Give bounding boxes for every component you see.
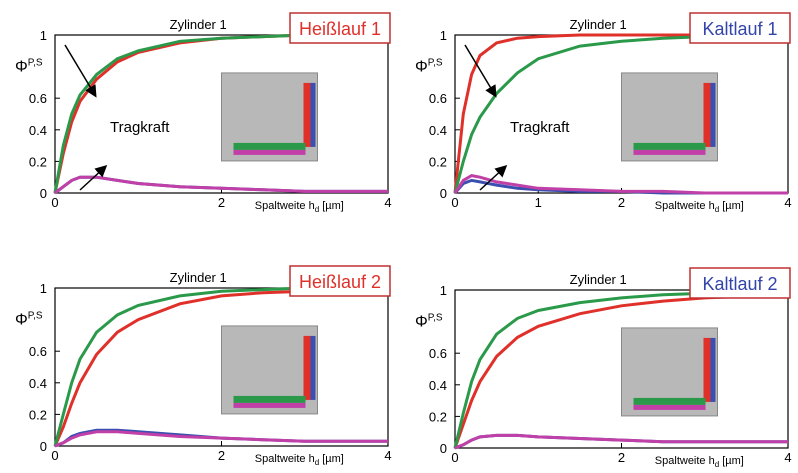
arrow (65, 45, 95, 95)
y-label-sup: P,S (428, 58, 443, 69)
y-tick-label: 0 (40, 439, 47, 454)
label-box: Kaltlauf 2 (690, 268, 790, 298)
x-label-unit: [µm] (322, 453, 344, 465)
y-axis-label: ΦP,S (15, 58, 43, 76)
y-tick-label: 0.6 (29, 344, 47, 359)
x-label-sub: d (315, 205, 319, 214)
inset-bar (304, 336, 311, 400)
chart-title: Zylinder 1 (170, 17, 227, 32)
x-label-sub: d (315, 458, 319, 467)
series-line (455, 176, 788, 193)
x-tick-label: 0 (51, 195, 58, 210)
inset-bar (634, 405, 706, 410)
y-tick-label: 0.6 (429, 346, 447, 361)
x-axis-label: Spaltweite hd[µm] (655, 200, 744, 214)
x-tick-label: 2 (218, 448, 225, 463)
y-tick-label: 0.6 (429, 91, 447, 106)
y-tick-label: 0.4 (429, 378, 447, 393)
chart-title: Zylinder 1 (570, 17, 627, 32)
y-label-main: Φ (15, 312, 28, 329)
x-tick-label: 4 (784, 195, 791, 210)
x-axis-label: Spaltweite hd[µm] (255, 200, 344, 214)
y-tick-label: 0.2 (29, 407, 47, 422)
y-tick-label: 0.2 (429, 154, 447, 169)
x-label-main: Spaltweite h (255, 200, 315, 212)
inset-bar (234, 150, 306, 155)
x-tick-label: 4 (384, 448, 391, 463)
inset-bar (711, 83, 716, 147)
y-tick-label: 0.4 (429, 123, 447, 138)
x-tick-label: 2 (618, 195, 625, 210)
panel-label: Heißlauf 2 (299, 272, 381, 292)
x-tick-label: 1 (535, 195, 542, 210)
x-label-sub: d (715, 460, 719, 469)
y-tick-label: 0.4 (29, 123, 47, 138)
annotation: Tragkraft (110, 119, 170, 136)
label-box: Heißlauf 1 (290, 13, 390, 43)
x-tick-label: 2 (218, 195, 225, 210)
y-tick-label: 0.2 (29, 154, 47, 169)
x-tick-label: 2 (618, 450, 625, 465)
y-label-sup: P,S (28, 58, 43, 69)
x-label-sub: d (715, 205, 719, 214)
panel-label: Heißlauf 1 (299, 19, 381, 39)
y-label-main: Φ (15, 59, 28, 76)
x-tick-label: 4 (384, 195, 391, 210)
y-tick-label: 0.6 (29, 91, 47, 106)
x-tick-label: 4 (784, 450, 791, 465)
y-label-sup: P,S (28, 311, 43, 322)
y-tick-label: 0 (440, 186, 447, 201)
inset-bar (634, 398, 706, 405)
y-tick-label: 0.4 (29, 376, 47, 391)
x-label-main: Spaltweite h (255, 453, 315, 465)
y-tick-label: 1 (440, 283, 447, 298)
inset-bar (634, 150, 706, 155)
x-tick-label: 0 (451, 450, 458, 465)
y-label-main: Φ (415, 314, 428, 331)
inset-bar (234, 143, 306, 150)
inset-bar (311, 336, 316, 400)
x-tick-label: 0 (451, 195, 458, 210)
y-tick-label: 1 (440, 28, 447, 43)
inset-bar (711, 338, 716, 402)
inset-bar (704, 338, 711, 402)
label-box: Kaltlauf 1 (690, 13, 790, 43)
y-axis-label: ΦP,S (415, 313, 443, 331)
panel-label: Kaltlauf 1 (702, 19, 777, 39)
y-tick-label: 0 (40, 186, 47, 201)
y-label-sup: P,S (428, 313, 443, 324)
panel-label: Kaltlauf 2 (702, 274, 777, 294)
x-tick-label: 0 (51, 448, 58, 463)
y-tick-label: 0.2 (429, 409, 447, 424)
x-label-unit: [µm] (322, 200, 344, 212)
inset-bar (234, 396, 306, 403)
x-axis-label: Spaltweite hd[µm] (255, 453, 344, 467)
y-tick-label: 0 (440, 441, 447, 456)
inset-bar (704, 83, 711, 147)
y-axis-label: ΦP,S (15, 311, 43, 329)
x-label-unit: [µm] (722, 455, 744, 467)
x-label-main: Spaltweite h (655, 455, 715, 467)
x-label-unit: [µm] (722, 200, 744, 212)
x-label-main: Spaltweite h (655, 200, 715, 212)
label-box: Heißlauf 2 (290, 266, 390, 296)
inset-bar (234, 403, 306, 408)
inset-bar (311, 83, 316, 147)
figure: 00.20.40.61024Zylinder 1Heißlauf 1ΦP,SSp… (0, 0, 798, 473)
x-axis-label: Spaltweite hd[µm] (655, 455, 744, 469)
chart-title: Zylinder 1 (170, 270, 227, 285)
annotation: Tragkraft (510, 119, 570, 136)
inset-bar (304, 83, 311, 147)
y-tick-label: 1 (40, 28, 47, 43)
inset-bar (634, 143, 706, 150)
y-label-main: Φ (415, 59, 428, 76)
y-tick-label: 1 (40, 281, 47, 296)
chart-title: Zylinder 1 (570, 272, 627, 287)
y-axis-label: ΦP,S (415, 58, 443, 76)
